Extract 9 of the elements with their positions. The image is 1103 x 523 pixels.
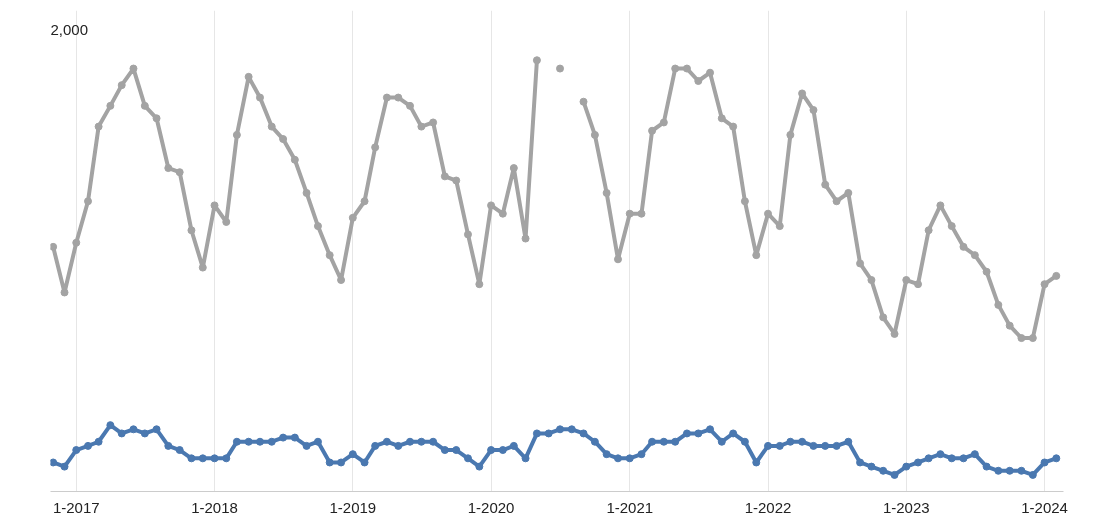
x-tick-label: 1-2017 [52,498,100,516]
x-tick-label: 1-2018 [191,498,238,516]
x-tick-label: 1-2023 [882,498,930,516]
x-tick-label: 1-2024 [1021,498,1068,516]
x-tick-label: 1-2020 [467,498,515,516]
x-tick-label: 1-2019 [329,498,377,516]
x-tick-label: 1-2022 [744,498,792,516]
text: 2,000 [50,21,89,39]
x-tick-label: 1-2021 [606,498,654,516]
